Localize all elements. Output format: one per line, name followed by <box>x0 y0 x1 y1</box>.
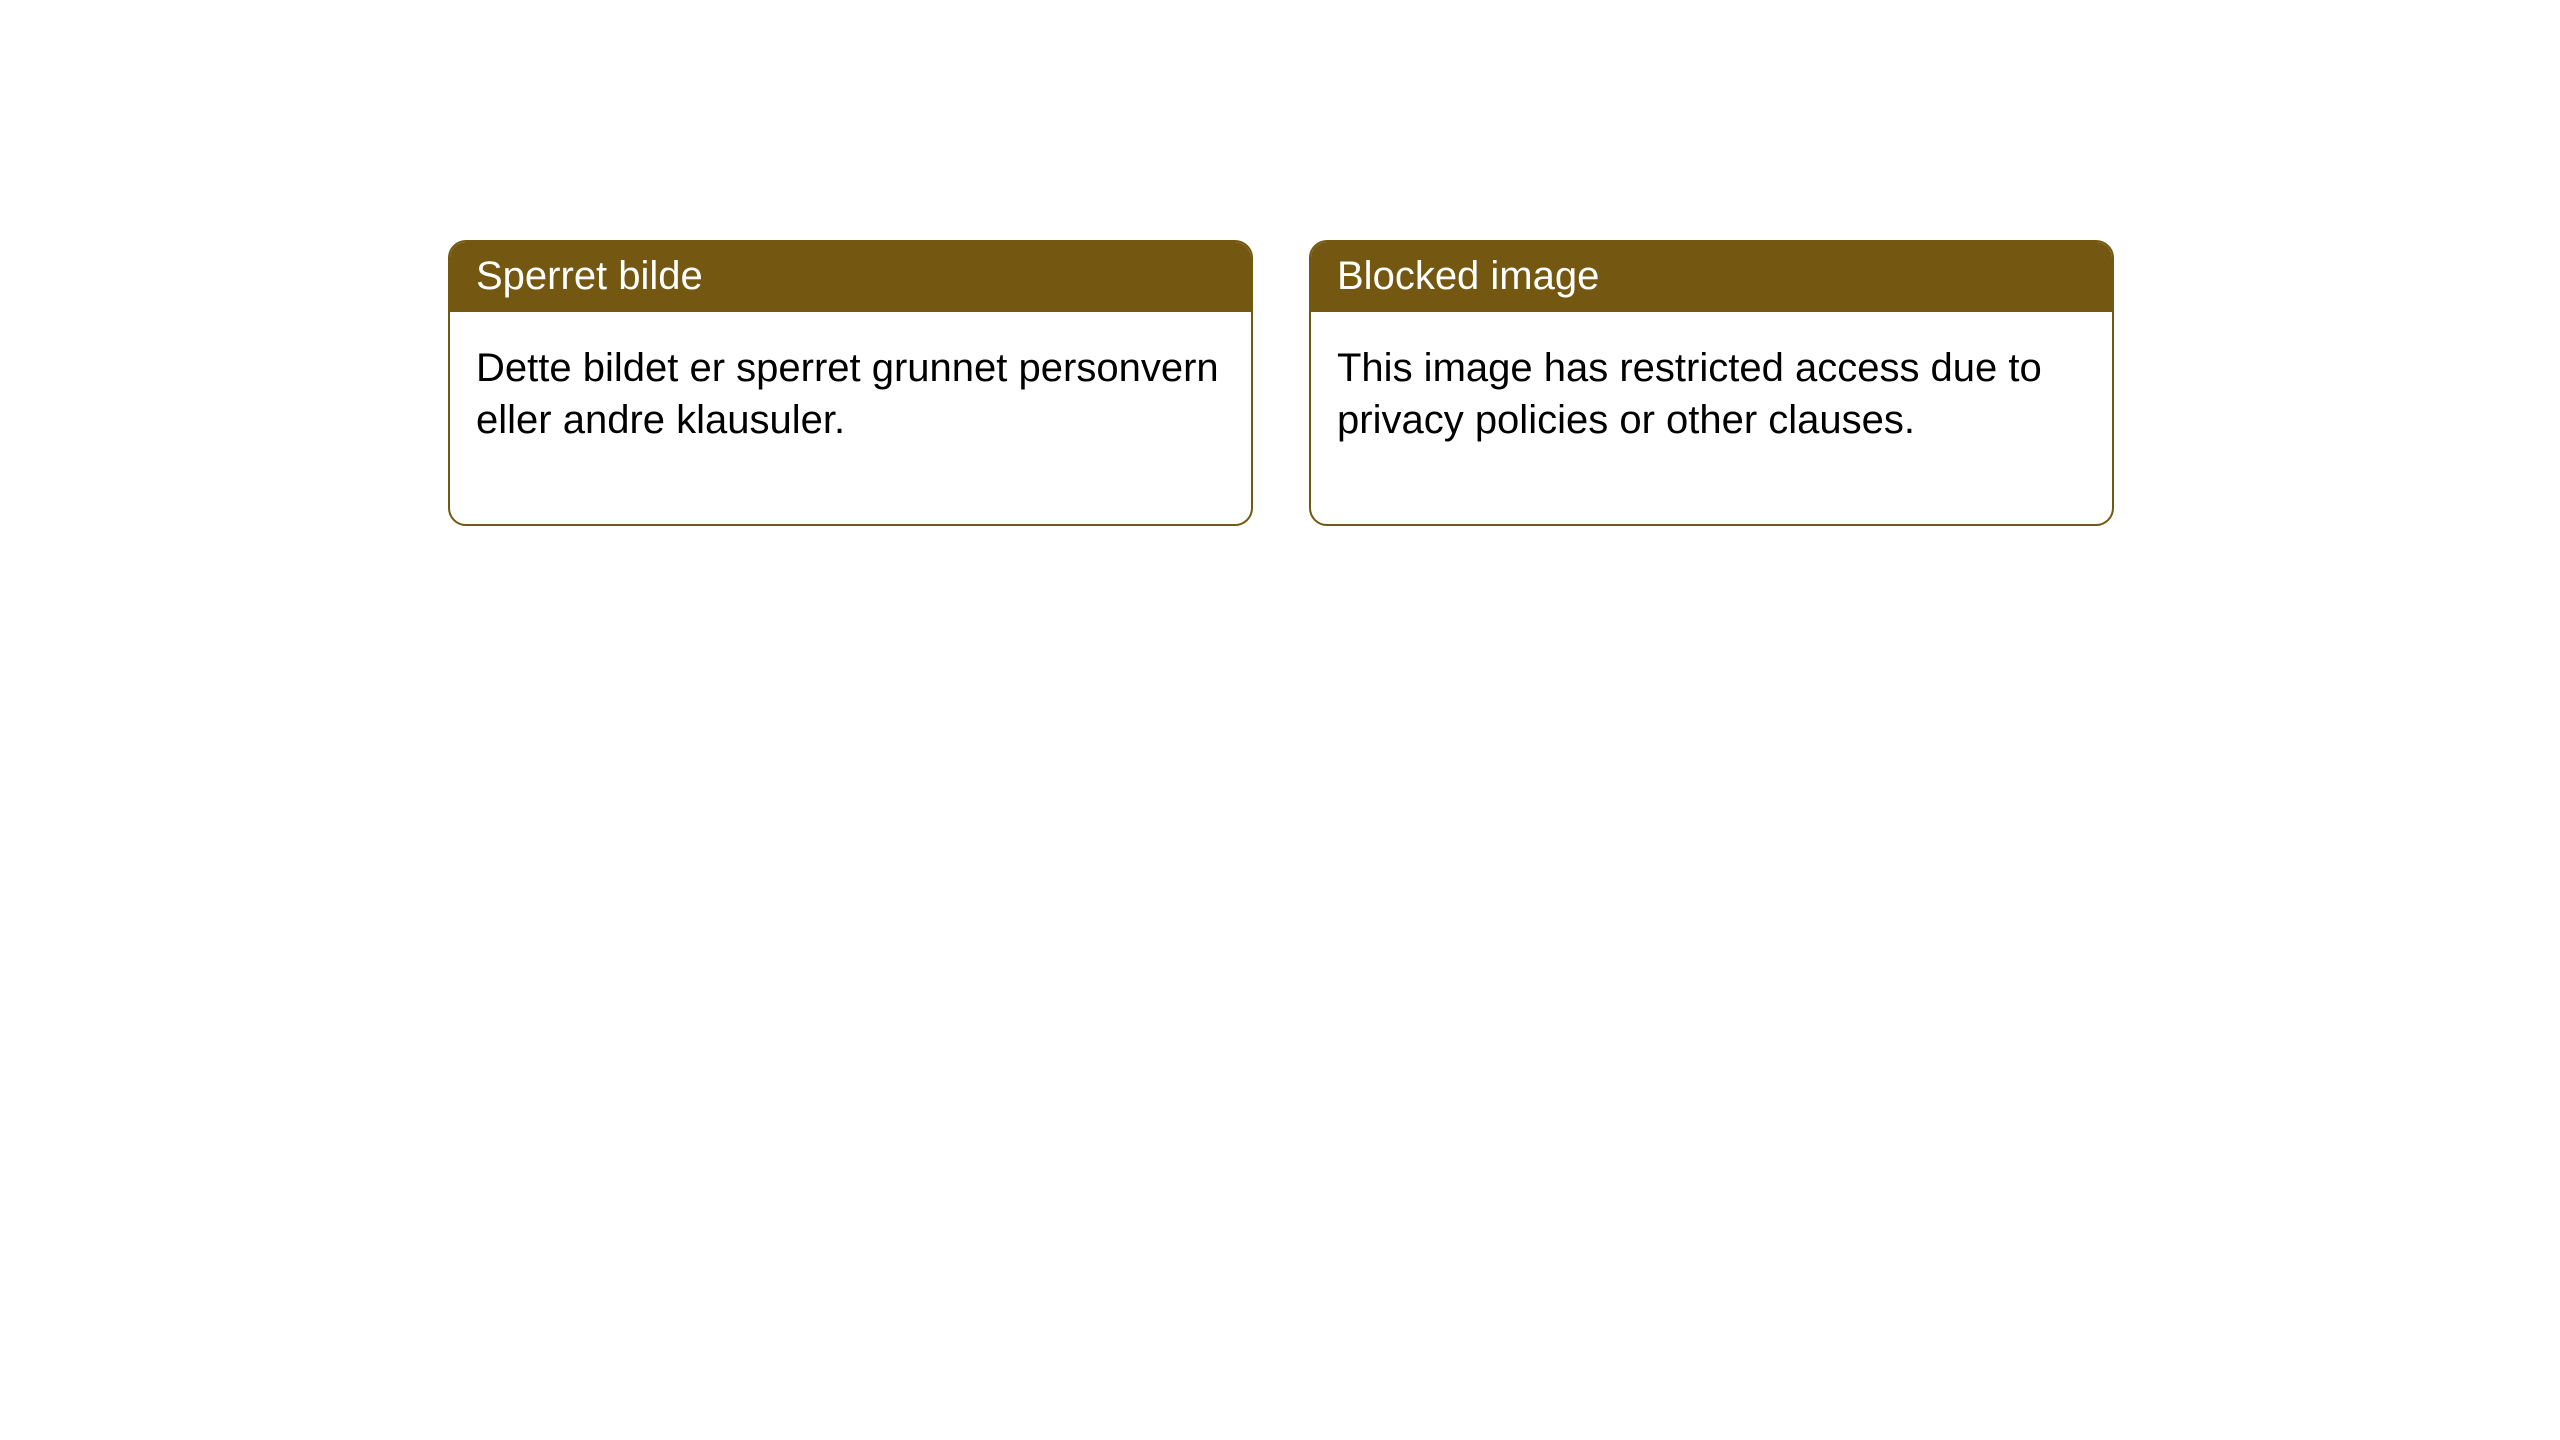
notice-card-norwegian: Sperret bilde Dette bildet er sperret gr… <box>448 240 1253 526</box>
notice-card-title: Sperret bilde <box>450 242 1251 312</box>
notice-card-english: Blocked image This image has restricted … <box>1309 240 2114 526</box>
notice-container: Sperret bilde Dette bildet er sperret gr… <box>0 0 2560 526</box>
notice-card-body: Dette bildet er sperret grunnet personve… <box>450 312 1251 524</box>
notice-card-body: This image has restricted access due to … <box>1311 312 2112 524</box>
notice-card-title: Blocked image <box>1311 242 2112 312</box>
